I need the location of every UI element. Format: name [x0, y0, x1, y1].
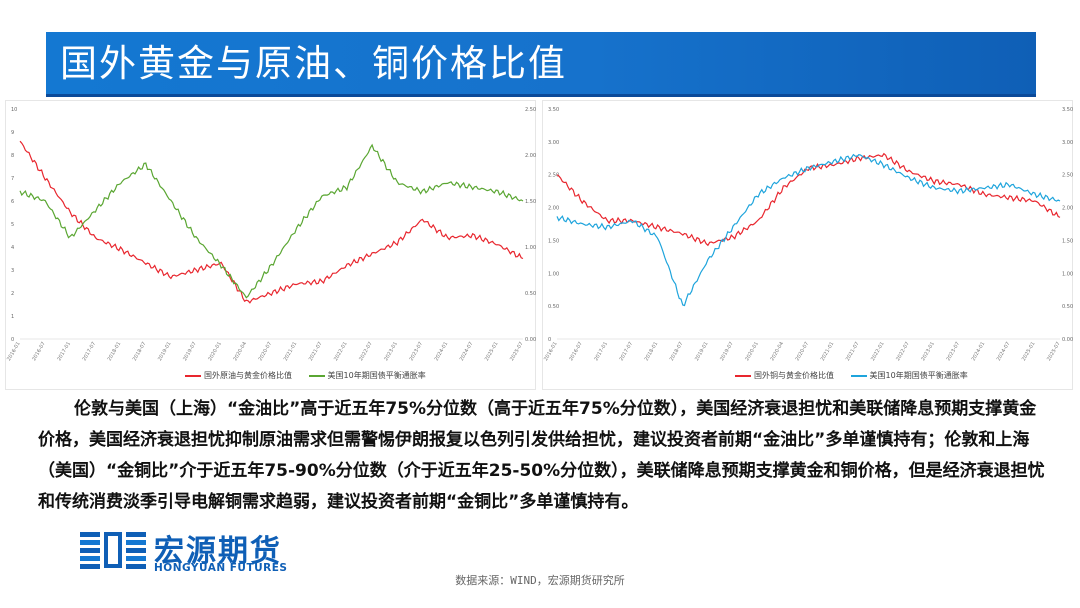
x-tick: 2017-01: [56, 341, 72, 362]
y-tick-left: 3.50: [548, 107, 559, 113]
y-tick-left: 2: [11, 291, 14, 297]
x-tick: 2021-07: [845, 341, 861, 362]
x-tick: 2022-07: [895, 341, 911, 362]
x-tick: 2022-01: [333, 341, 349, 362]
x-tick: 2021-01: [283, 341, 299, 362]
y-tick-left: 3: [11, 268, 14, 274]
legend-item: 美国10年期国债平衡通胀率: [850, 370, 968, 381]
title-band: [46, 32, 1036, 94]
x-tick: 2025-07: [509, 341, 525, 362]
x-tick: 2018-01: [644, 341, 660, 362]
y-tick-left: 8: [11, 153, 14, 159]
legend-right: 国外铜与黄金价格比值 美国10年期国债平衡通胀率: [735, 370, 982, 384]
x-tick: 2016-07: [568, 341, 584, 362]
series-line-1: [19, 140, 524, 304]
y-tick-left: 2.00: [548, 206, 559, 212]
x-tick: 2020-07: [795, 341, 811, 362]
y-tick-left: 3.00: [548, 140, 559, 146]
y-tick-right: 2.00: [525, 153, 536, 159]
chart-left: 0 1 2 3 4 5 6 7 8 9 10 0.00 0.50 1.00 1.50 2.00 2.50 2016…: [5, 100, 536, 390]
y-tick-left: 0.50: [548, 304, 559, 310]
y-tick-right: 2.50: [525, 107, 536, 113]
x-tick: 2020-04: [232, 341, 248, 362]
y-tick-right: 1.50: [1062, 238, 1073, 244]
x-tick: 2022-07: [358, 341, 374, 362]
x-tick: 2017-07: [619, 341, 635, 362]
x-tick: 2024-01: [434, 341, 450, 362]
logo-mark-icon: [80, 528, 146, 572]
y-tick-right: 0.50: [525, 291, 536, 297]
y-tick-left: 7: [11, 176, 14, 182]
y-tick-left: 6: [11, 199, 14, 205]
x-tick: 2025-07: [1046, 341, 1062, 362]
y-tick-right: 0.00: [525, 337, 536, 343]
y-tick-left: 0: [548, 337, 551, 343]
y-tick-right: 1.00: [1062, 271, 1073, 277]
legend-item: 美国10年期国债平衡通胀率: [308, 370, 426, 381]
brand-logo: 宏源期货 HONGYUAN FUTURES: [78, 524, 318, 580]
x-tick: 2019-01: [694, 341, 710, 362]
x-tick: 2023-01: [383, 341, 399, 362]
x-tick: 2016-01: [543, 341, 559, 362]
x-tick: 2025-01: [484, 341, 500, 362]
x-tick: 2023-01: [920, 341, 936, 362]
y-tick-left: 9: [11, 130, 14, 136]
x-tick: 2018-01: [107, 341, 123, 362]
chart-left-svg: 0 1 2 3 4 5 6 7 8 9 10 0.00 0.50 1.00 1.50 2.00 2.50 2016…: [6, 107, 536, 362]
x-tick: 2016-07: [31, 341, 47, 362]
y-tick-left: 5: [11, 222, 14, 228]
x-tick: 2016-01: [6, 341, 22, 362]
x-tick: 2021-07: [308, 341, 324, 362]
x-tick: 2024-07: [996, 341, 1012, 362]
y-tick-left: 1.00: [548, 271, 559, 277]
x-tick: 2019-07: [182, 341, 198, 362]
y-tick-left: 4: [11, 245, 14, 251]
x-tick: 2024-01: [971, 341, 987, 362]
x-tick: 2020-07: [258, 341, 274, 362]
y-tick-left: 0: [11, 337, 14, 343]
title-bar: 国外黄金与原油、铜价格比值: [0, 32, 1080, 98]
logo-text-en: HONGYUAN FUTURES: [154, 562, 288, 574]
x-tick: 2020-01: [207, 341, 223, 362]
x-tick: 2019-07: [719, 341, 735, 362]
legend-item: 国外原油与黄金价格比值: [185, 370, 292, 381]
y-tick-right: 3.50: [1062, 107, 1073, 113]
chart-right-svg: 0 0.50 1.00 1.50 2.00 2.50 3.00 3.50 0.00 0.50 1.0…: [543, 107, 1073, 362]
y-tick-right: 1.50: [525, 199, 536, 205]
y-tick-right: 0.50: [1062, 304, 1073, 310]
chart-right: 0 0.50 1.00 1.50 2.00 2.50 3.00 3.50 0.00 0.50 1.0…: [542, 100, 1073, 390]
y-tick-right: 3.00: [1062, 140, 1073, 146]
x-tick: 2021-01: [820, 341, 836, 362]
commentary-text: 伦敦与美国（上海）“金油比”高于近五年75%分位数（高于近五年75%分位数），美…: [38, 399, 1045, 512]
series-line-2: [19, 143, 524, 299]
x-tick: 2017-01: [593, 341, 609, 362]
x-tick: 2017-07: [82, 341, 98, 362]
commentary: 伦敦与美国（上海）“金油比”高于近五年75%分位数（高于近五年75%分位数），美…: [38, 394, 1048, 518]
y-tick-right: 2.50: [1062, 173, 1073, 179]
logo-text-cn: 宏源期货: [154, 534, 282, 569]
source-note: 数据来源：WIND，宏源期货研究所: [455, 574, 625, 587]
legend-item: 国外铜与黄金价格比值: [735, 370, 834, 381]
series-line-2: [556, 153, 1061, 307]
x-tick: 2023-07: [408, 341, 424, 362]
x-tick: 2022-01: [870, 341, 886, 362]
legend-left: 国外原油与黄金价格比值 美国10年期国债平衡通胀率: [185, 370, 440, 384]
page-title: 国外黄金与原油、铜价格比值: [60, 42, 567, 85]
x-tick: 2018-07: [669, 341, 685, 362]
y-tick-left: 1: [11, 314, 14, 320]
x-tick: 2024-07: [459, 341, 475, 362]
y-tick-right: 0.00: [1062, 337, 1073, 343]
x-tick: 2020-01: [744, 341, 760, 362]
y-tick-left: 10: [11, 107, 17, 113]
y-tick-right: 1.00: [525, 245, 536, 251]
y-tick-left: 1.50: [548, 238, 559, 244]
y-tick-left: 2.50: [548, 173, 559, 179]
x-tick: 2019-01: [157, 341, 173, 362]
x-tick: 2025-01: [1021, 341, 1037, 362]
x-tick: 2018-07: [132, 341, 148, 362]
y-tick-right: 2.00: [1062, 206, 1073, 212]
x-tick: 2023-07: [945, 341, 961, 362]
x-tick: 2020-04: [769, 341, 785, 362]
